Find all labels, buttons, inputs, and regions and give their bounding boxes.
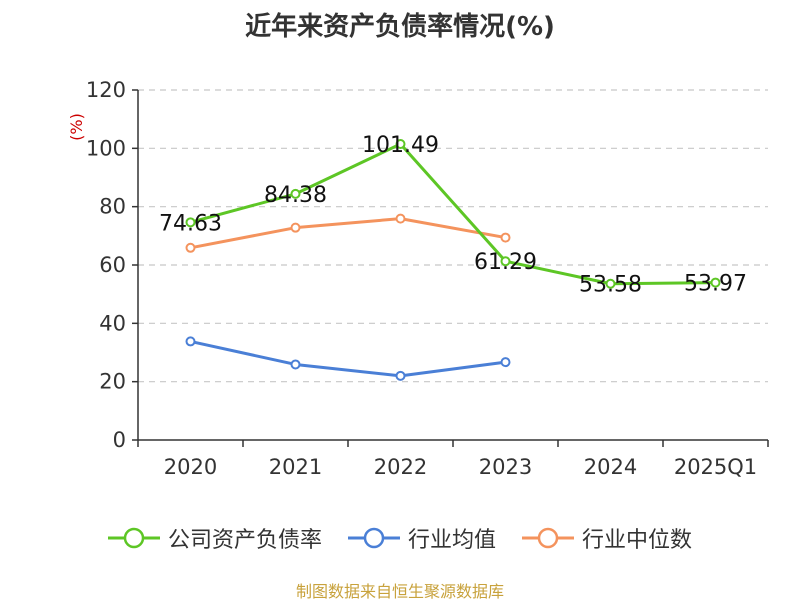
x-tick-label: 2025Q1 bbox=[674, 455, 757, 479]
legend-label: 行业中位数 bbox=[582, 528, 693, 553]
x-tick-label: 2024 bbox=[584, 455, 637, 479]
legend-item[interactable]: 公司资产负债率 bbox=[107, 522, 322, 554]
x-tick-label: 2023 bbox=[479, 455, 532, 479]
data-point bbox=[395, 138, 406, 149]
data-point bbox=[185, 242, 196, 253]
y-tick-label: 100 bbox=[86, 136, 126, 160]
legend-line-circle-icon bbox=[347, 527, 400, 549]
data-point bbox=[290, 359, 301, 370]
series-line bbox=[190, 217, 506, 250]
legend-label: 行业均值 bbox=[407, 528, 496, 553]
data-point bbox=[605, 278, 616, 289]
data-point bbox=[290, 188, 301, 199]
data-label: 84.38 bbox=[264, 183, 327, 208]
data-point bbox=[500, 256, 511, 267]
y-tick-label: 40 bbox=[99, 311, 126, 335]
axes: 0 20 40 60 80 100 120 2020 2021 2022 2023 2024 2025Q… bbox=[86, 78, 769, 479]
data-label: 101.49 bbox=[362, 133, 439, 158]
legend-line-circle-icon bbox=[522, 527, 574, 549]
chart-title: 近年来资产负债率情况(%) bbox=[245, 12, 555, 42]
data-point bbox=[290, 222, 301, 233]
series-line bbox=[190, 339, 506, 378]
y-tick-label: 120 bbox=[86, 78, 126, 102]
legend: 公司资产负债率 行业均值 行业中位数 bbox=[0, 518, 800, 558]
grid-lines bbox=[138, 89, 768, 383]
y-tick-label: 80 bbox=[99, 195, 126, 219]
legend-line-circle-icon bbox=[107, 527, 160, 549]
source-note: 制图数据来自恒生聚源数据库 bbox=[295, 582, 504, 601]
data-point bbox=[185, 217, 196, 228]
y-axis-label: (%) bbox=[67, 113, 86, 141]
data-point bbox=[185, 336, 196, 347]
y-tick-label: 20 bbox=[99, 370, 126, 394]
data-point bbox=[500, 232, 511, 243]
series bbox=[185, 138, 721, 381]
x-tick-label: 2022 bbox=[374, 455, 427, 479]
legend-label: 公司资产负债率 bbox=[167, 528, 322, 553]
data-label: 53.97 bbox=[684, 272, 747, 297]
x-tick-label: 2021 bbox=[269, 455, 322, 479]
data-label: 74.63 bbox=[159, 211, 222, 236]
data-point bbox=[710, 277, 721, 288]
series-line bbox=[190, 142, 716, 286]
legend-item[interactable]: 行业均值 bbox=[347, 522, 496, 554]
data-label: 61.29 bbox=[474, 250, 537, 275]
data-point bbox=[395, 370, 406, 381]
data-labels: 74.63 84.38 101.49 61.29 53.58 53.97 bbox=[159, 133, 747, 298]
x-tick-label: 2020 bbox=[164, 455, 217, 479]
legend-item[interactable]: 行业中位数 bbox=[522, 522, 692, 554]
data-point bbox=[395, 213, 406, 224]
y-tick-label: 60 bbox=[99, 253, 126, 277]
y-tick-label: 0 bbox=[113, 428, 126, 452]
data-label: 53.58 bbox=[579, 273, 642, 298]
data-point bbox=[500, 357, 511, 368]
